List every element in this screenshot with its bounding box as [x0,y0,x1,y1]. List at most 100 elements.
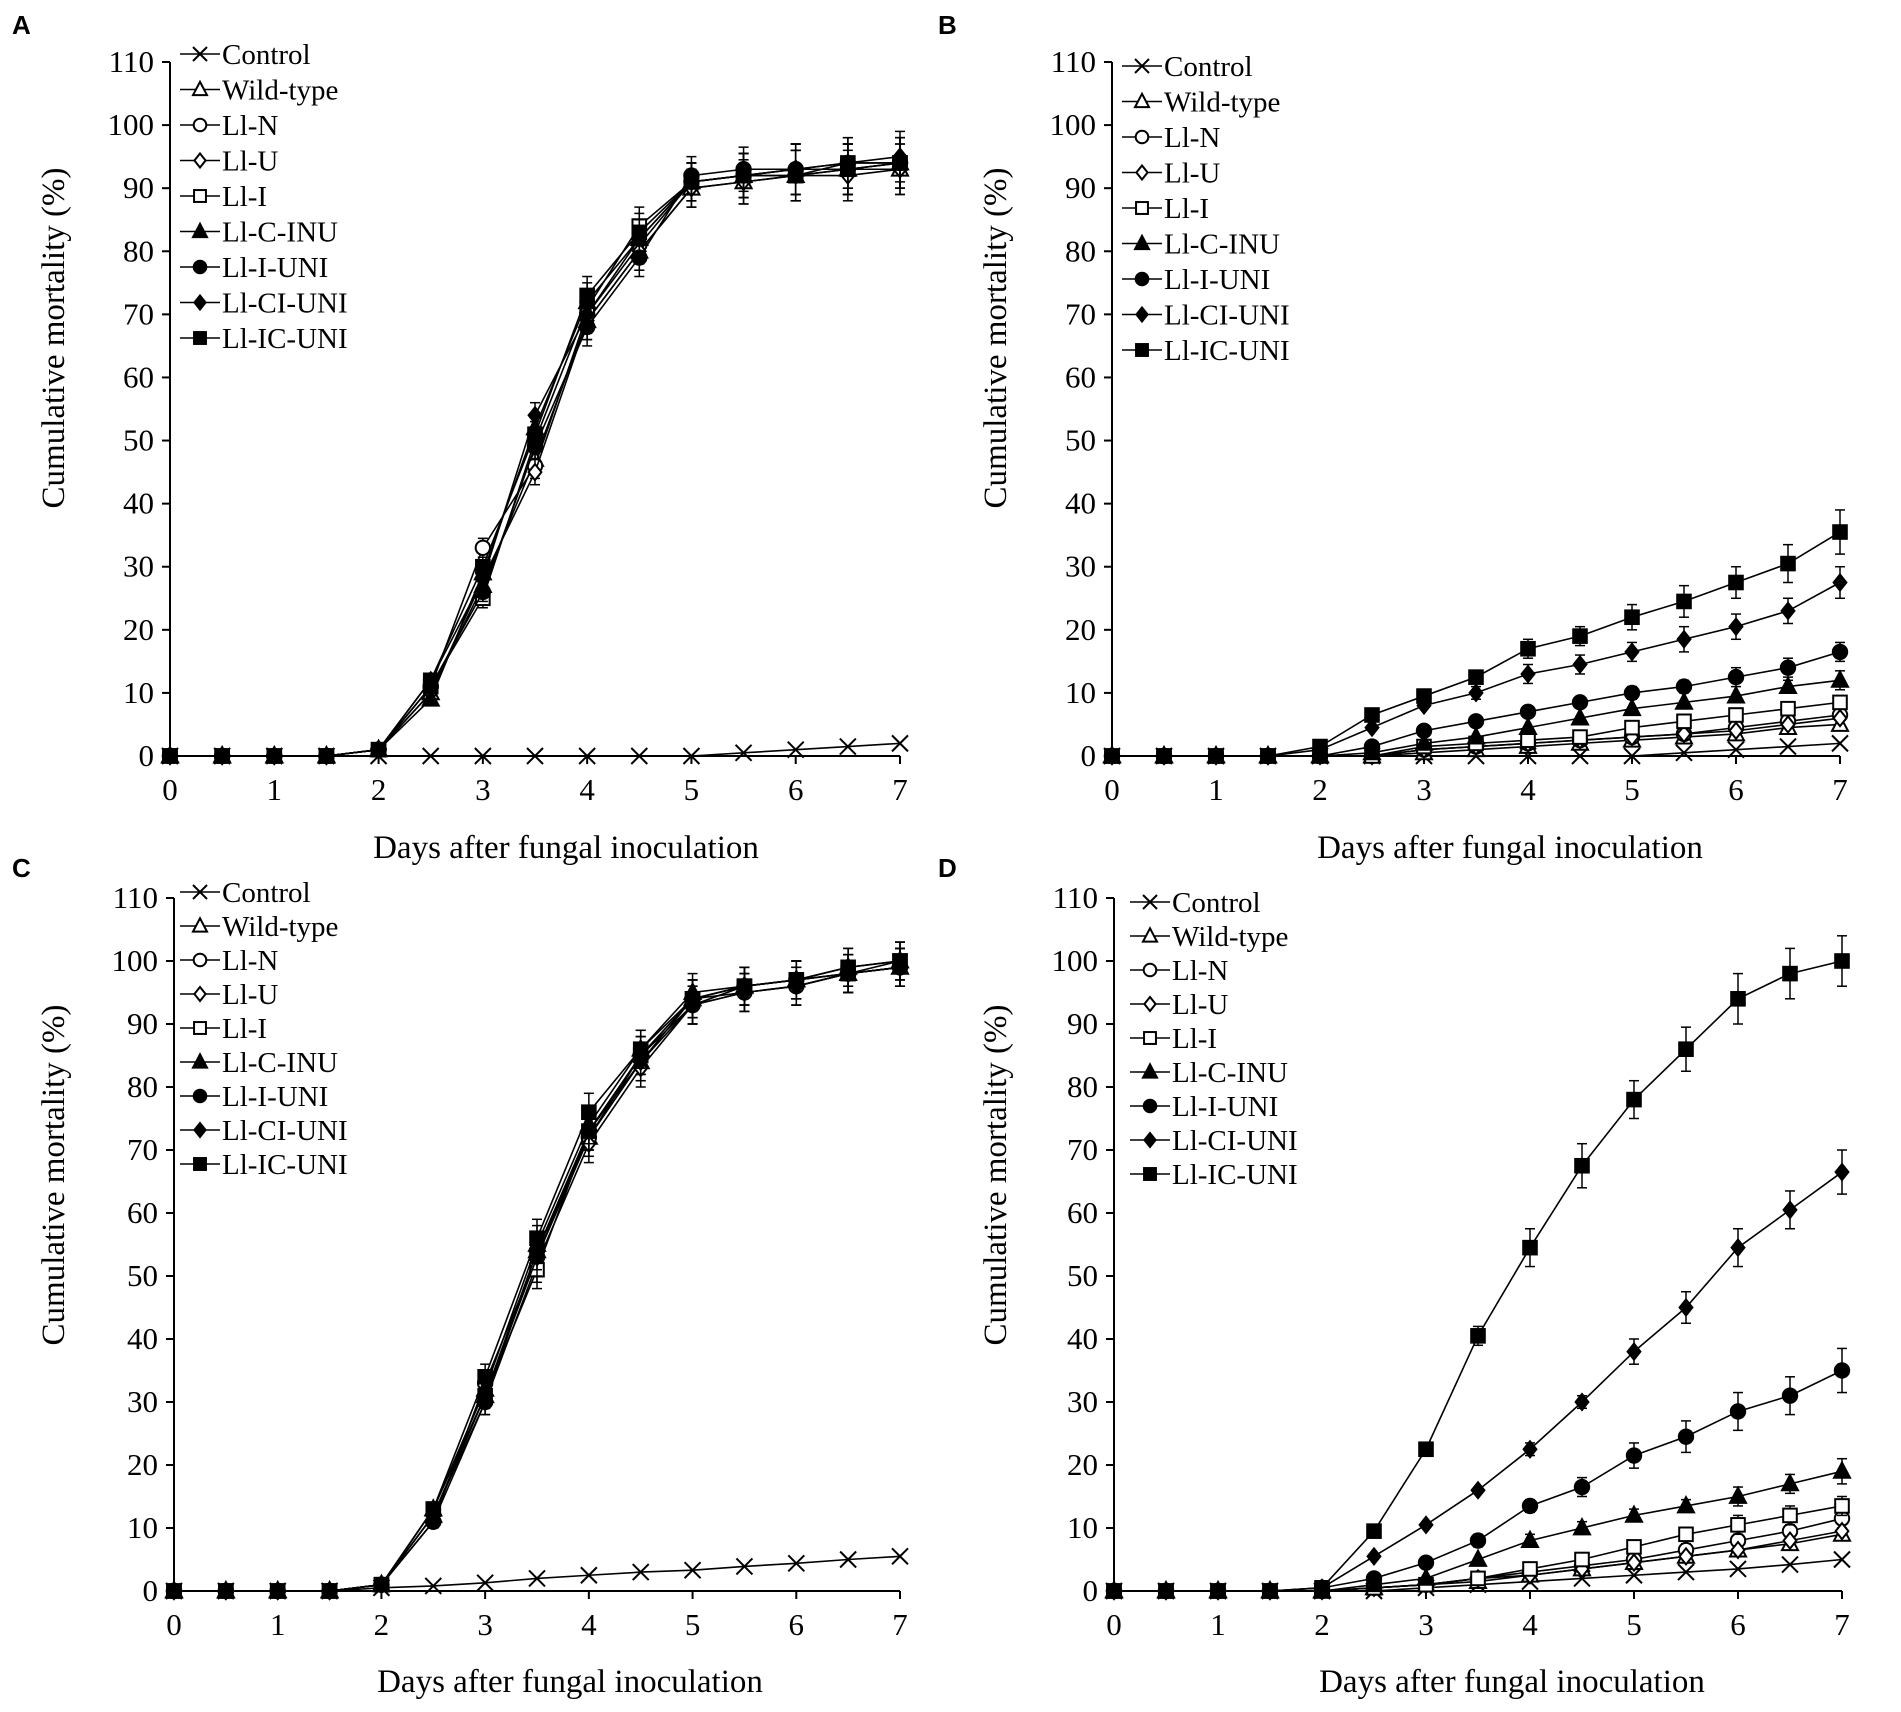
panel-d-legend-marker [1143,1031,1157,1045]
panel-c-series-ll-ic-uni-point [321,1583,338,1599]
panel-c-series-control-point [528,1569,546,1588]
panel-c-series-ll-ic-uni-point [373,1576,390,1593]
panel-b-series-ll-i-point [1832,694,1848,711]
panel-d-series-ll-c-inu-point [1520,1529,1540,1548]
panel-c-plot: 0 10 20 30 40 50 60 70 80 90 100 110 0 1 2 3 4 5 6 7 Control… [112,877,910,1642]
panel-d-y-tick-label: 0 [1083,1573,1099,1608]
panel-c-legend-marker [193,1021,207,1035]
panel-c-legend-item: Ll-C-INU [180,1047,338,1079]
panel-c-y-tick-label: 100 [112,943,159,978]
panel-d-legend-marker [1141,926,1159,943]
panel-a-legend-item: Wild-type [180,75,338,107]
panel-b-legend-label: Control [1164,51,1253,83]
panel-b-series-ll-ci-uni-point [1520,664,1536,684]
panel-c-series-ll-ic-uni-point [736,978,753,995]
panel-b-legend-marker [1133,233,1151,251]
panel-d-series-ll-ic-uni [1106,935,1850,1599]
panel-a-series-ll-ic-uni-point [318,748,335,764]
panel-b-series-ll-ic-uni-point [1104,748,1120,764]
panel-c-y-tick-label: 0 [143,1573,159,1608]
panel-c-series-control-point [735,1557,754,1576]
panel-b-series-ll-ci-uni-point [1624,642,1640,662]
panel-a-legend-marker [191,221,209,239]
panel-d-letter: D [938,853,957,883]
panel-d-series-ll-ic-uni-point [1834,953,1850,969]
panel-c-legend-item: Ll-CI-UNI [180,1115,348,1147]
panel-b-y-axis-title: Cumulative mortality (%) [978,168,1014,509]
panel-d-series-ll-ic-uni-point [1574,1157,1590,1174]
panel-a-legend-item: Ll-I-UNI [180,252,328,284]
panel-a-legend-label: Ll-N [222,110,278,142]
panel-d-series-ll-c-inu-point [1728,1485,1748,1504]
panel-a-legend-item: Ll-I [180,181,267,213]
panel-b-series-ll-ic-uni-point [1832,524,1848,540]
panel-b-legend-item: Ll-I [1122,193,1209,225]
panel-d-series-ll-ci-uni-point [1730,1238,1746,1258]
panel-a-series-control-point [474,747,492,765]
panel-c-legend-label: Ll-C-INU [222,1047,338,1079]
panel-d-series-ll-u-point [1782,1530,1798,1551]
panel-c-y-tick-label: 40 [127,1321,158,1356]
panel-a-legend-label: Control [222,39,311,71]
panel-c-x-tick-label: 7 [892,1607,908,1642]
panel-c-legend-marker [192,952,208,968]
panel-b-series-ll-u-point [1780,714,1796,735]
panel-b-series-ll-i-point [1572,729,1588,745]
panel-b-series-ll-c-inu-point [1830,669,1850,688]
panel-b-legend-label: Wild-type [1164,87,1280,119]
panel-b-legend-marker [1134,271,1150,287]
panel-d-x-tick-label: 6 [1730,1607,1746,1642]
panel-c-legend-label: Wild-type [222,911,338,943]
panel-d-series-ll-ic-uni-point [1626,1091,1642,1108]
panel-c-letter: C [12,853,31,883]
panel-a-series-ll-ic-uni-point [475,558,491,575]
panel-b-series-ll-ci-uni-point [1676,629,1692,649]
panel-d-series-ll-i-uni-point [1625,1447,1643,1464]
panel-a-legend-marker [193,293,207,312]
panel-b-y-tick-label: 70 [1065,296,1096,331]
panel-d-legend-item: Ll-CI-UNI [1130,1125,1298,1157]
panel-d-legend-marker [1143,1131,1157,1149]
panel-b-series-ll-ci-uni-point [1832,572,1848,593]
panel-d-series-ll-c-inu-point [1416,1567,1436,1586]
panel-c-series-ll-ic-uni-point [166,1583,182,1599]
panel-d-x-tick-label: 5 [1626,1607,1642,1642]
panel-a-legend-label: Ll-CI-UNI [222,288,348,320]
panel-b-series-ll-i-point [1520,732,1536,749]
panel-d-x-tick-label: 0 [1106,1607,1122,1642]
panel-d-series-ll-i-uni-point [1677,1428,1695,1445]
panel-b-legend-label: Ll-C-INU [1164,229,1280,261]
panel-b-x-tick-label: 7 [1832,772,1848,807]
panel-b-series-ll-ic-uni-point [1364,707,1380,723]
panel-d-series-ll-c-inu-point [1780,1472,1800,1492]
panel-b-series-ll-ci-uni-point [1728,617,1744,637]
panel-b-series-ll-ic-uni-point [1728,574,1744,591]
panel-a-series-ll-ic-uni-point [422,672,439,689]
panel-b-series-control-point [1727,740,1745,759]
panel-a-x-tick-label: 6 [788,772,804,807]
panel-a-y-tick-label: 20 [123,612,154,647]
panel-c-legend-marker [192,1088,208,1104]
panel-a-series-ll-ic-uni [162,136,908,764]
panel-b-series-control-point [1623,747,1641,765]
panel-b-legend-marker [1133,91,1151,109]
panel-d-legend-label: Wild-type [1172,921,1288,953]
panel-d-series-ll-c-inu-point [1572,1517,1592,1536]
panel-c-series-control-point [476,1574,494,1592]
panel-b-series-control-point [1675,744,1693,762]
panel-a-legend: ControlWild-typeLl-NLl-ULl-ILl-C-INULl-I… [180,39,348,355]
panel-a-y-tick-label: 90 [123,170,154,205]
panel-b-y-tick-label: 90 [1065,170,1096,205]
panel-c-y-tick-label: 50 [127,1258,158,1293]
panel-c-series-ll-ic-uni-point [218,1583,234,1599]
panel-b-series-ll-ic-uni-point [1208,748,1224,764]
panel-d-series-ll-u-point [1730,1540,1746,1560]
panel-a-x-tick-label: 2 [371,772,387,807]
panel-d-series-ll-i-point [1470,1570,1486,1587]
panel-d-legend-marker [1142,962,1158,978]
panel-d-x-tick-label: 2 [1314,1607,1330,1642]
panel-a-legend-marker [193,189,207,203]
panel-c-series-control-point [839,1550,857,1569]
panel-a-y-tick-label: 70 [123,296,154,331]
panel-d-legend-item: Wild-type [1130,921,1288,953]
